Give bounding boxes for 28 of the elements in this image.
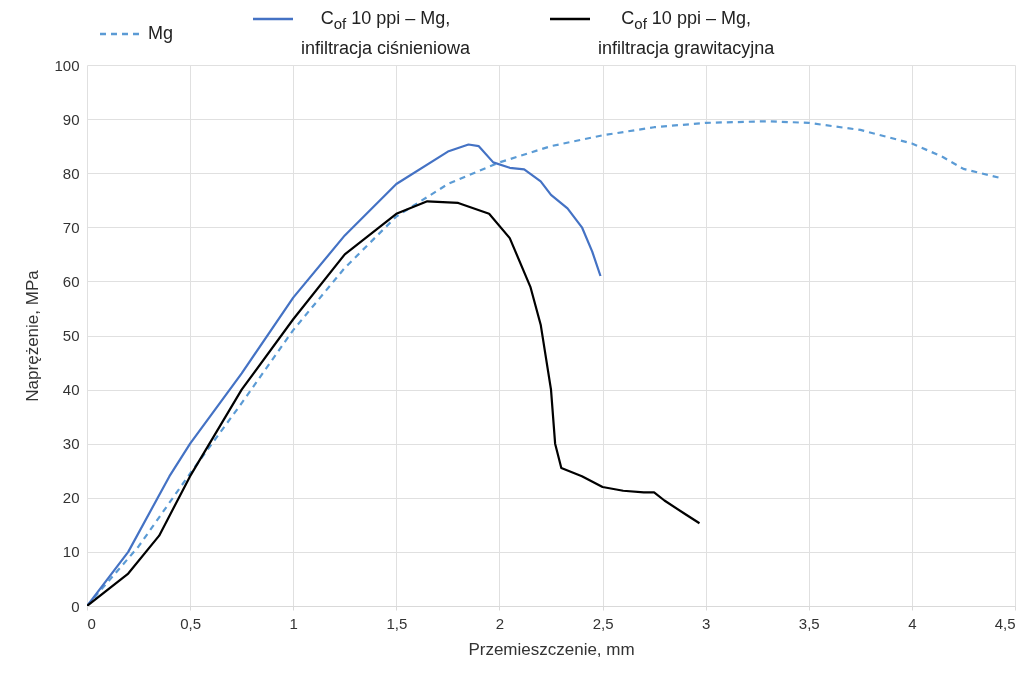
- y-tick-label: 40: [62, 381, 80, 399]
- line-series: [87, 200, 701, 606]
- y-tick-label: 100: [54, 56, 80, 74]
- y-axis-title: Naprężenie, MPa: [23, 269, 43, 402]
- y-tick-label: 10: [62, 543, 80, 561]
- legend-label: Mg: [148, 21, 174, 45]
- y-tick-label: 80: [62, 164, 80, 182]
- y-tick-label: 30: [62, 435, 80, 453]
- y-tick-label: 0: [71, 597, 80, 615]
- x-tick-label: 0: [87, 614, 96, 632]
- y-tick-label: 70: [62, 218, 80, 236]
- x-tick-label: 1: [289, 614, 298, 632]
- x-tick-label: 4,5: [994, 614, 1016, 632]
- x-tick-label: 1,5: [386, 614, 408, 632]
- x-tick-label: 4: [908, 614, 917, 632]
- x-tick-label: 3: [701, 614, 711, 632]
- x-tick-label: 0,5: [180, 614, 202, 632]
- x-tick-label: 2,5: [592, 614, 614, 632]
- legend-label: C$_{of}$ 10 ppi – Mg, infiltracja ciśnieniowa: [301, 7, 471, 60]
- y-tick-label: 90: [62, 110, 80, 128]
- y-tick-label: 20: [62, 489, 80, 507]
- x-axis-title: Przemieszczenie, mm: [468, 639, 635, 659]
- x-tick-label: 2: [495, 614, 505, 632]
- y-tick-label: 60: [62, 272, 80, 290]
- x-tick-label: 3,5: [798, 614, 820, 632]
- line-series: [87, 143, 602, 606]
- legend-label: C$_{of}$ 10 ppi – Mg, infiltracja grawitacyjna: [598, 7, 775, 60]
- y-tick-label: 50: [62, 327, 80, 344]
